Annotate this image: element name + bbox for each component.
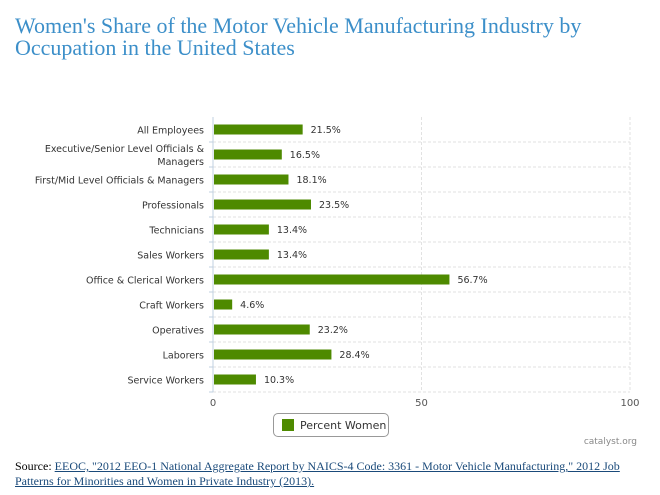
legend[interactable]: Percent Women: [273, 413, 389, 437]
x-tick-label: 100: [620, 398, 639, 409]
category-label: All Employees: [137, 126, 204, 137]
bar: [214, 199, 311, 210]
legend-label: Percent Women: [300, 418, 387, 432]
data-label: 28.4%: [339, 350, 369, 361]
data-label: 56.7%: [457, 275, 487, 286]
data-label: 21.5%: [311, 125, 341, 136]
chart-title: Women's Share of the Motor Vehicle Manuf…: [15, 13, 582, 60]
category-label: Service Workers: [127, 376, 204, 387]
bar: [214, 124, 303, 135]
bar: [214, 374, 256, 385]
bar: [214, 274, 450, 285]
category-label: Professionals: [142, 201, 204, 212]
data-label: 13.4%: [277, 250, 307, 261]
category-label: Office & Clerical Workers: [86, 276, 204, 287]
bar: [214, 149, 282, 160]
data-label: 16.5%: [290, 150, 320, 161]
bar: [214, 299, 233, 310]
source-prefix: Source:: [15, 459, 55, 473]
bar-chart: 0 50 100 All Employees 21.5% Executive/Senior…: [35, 117, 640, 409]
source-note: Source: EEOC, "2012 EEO-1 National Aggre…: [15, 459, 645, 489]
source-link[interactable]: EEOC, "2012 EEO-1 National Aggregate Rep…: [15, 459, 620, 488]
category-label: First/Mid Level Officials & Managers: [35, 176, 204, 187]
bar: [214, 224, 269, 235]
bar: [214, 174, 289, 185]
category-label: Managers: [157, 157, 204, 168]
data-label: 10.3%: [264, 375, 294, 386]
data-label: 13.4%: [277, 225, 307, 236]
bar: [214, 324, 310, 335]
data-label: 23.5%: [319, 200, 349, 211]
data-label: 4.6%: [240, 300, 264, 311]
category-label: Craft Workers: [139, 301, 204, 312]
x-tick-label: 50: [415, 398, 428, 409]
category-label: Executive/Senior Level Officials &: [45, 144, 205, 155]
data-label: 18.1%: [296, 175, 326, 186]
data-label: 23.2%: [318, 325, 348, 336]
credit-link[interactable]: catalyst.org: [583, 437, 637, 447]
category-label: Sales Workers: [137, 251, 204, 262]
bar: [214, 249, 269, 260]
legend-swatch: [282, 419, 294, 431]
category-label: Technicians: [148, 226, 204, 237]
category-label: Operatives: [152, 326, 204, 337]
x-tick-label: 0: [210, 398, 216, 409]
bar: [214, 349, 332, 360]
category-label: Laborers: [163, 351, 204, 362]
